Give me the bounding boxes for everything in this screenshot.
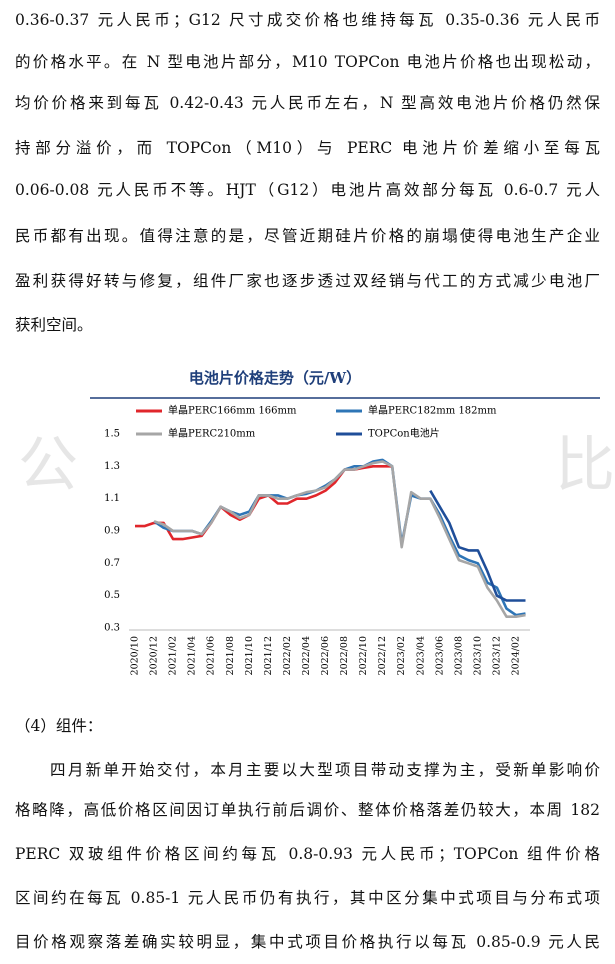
text-line: 均价价格来到每瓦 0.42-0.43 元人民币左右，N 型高效电池片价格仍然保 bbox=[15, 94, 600, 112]
series-line bbox=[429, 489, 526, 602]
x-tick-label: 2023/12 bbox=[491, 636, 502, 675]
x-tick-label: 2022/04 bbox=[301, 636, 312, 675]
text-line: 的价格水平。在 N 型电池片部分，M10 TOPCon 电池片价格也出现松动， bbox=[15, 53, 600, 71]
series-line bbox=[135, 465, 393, 541]
y-tick-label: 1.3 bbox=[104, 461, 120, 472]
y-tick-label: 0.5 bbox=[104, 590, 120, 601]
x-tick-label: 2023/06 bbox=[434, 636, 445, 675]
text-line: 盈利获得好转与修复，组件厂家也逐步透过双经销与代工的方式减少电池厂 bbox=[15, 272, 600, 290]
text-line: （4）组件： bbox=[15, 717, 103, 735]
watermark: 比 bbox=[555, 431, 615, 501]
y-tick-label: 0.3 bbox=[104, 623, 120, 634]
x-tick-label: 2021/04 bbox=[187, 636, 198, 675]
y-tick-label: 0.7 bbox=[104, 558, 120, 569]
x-tick-label: 2022/12 bbox=[377, 636, 388, 675]
y-tick-label: 1.1 bbox=[104, 493, 120, 504]
x-tick-label: 2021/06 bbox=[206, 636, 217, 675]
x-tick-label: 2023/02 bbox=[396, 636, 407, 675]
x-tick-label: 2021/08 bbox=[225, 636, 236, 675]
legend-label: 单晶PERC166mm 166mm bbox=[168, 405, 297, 417]
chart-title: 电池片价格走势（元/W） bbox=[189, 369, 361, 387]
text-line: 格略降，高低价格区间因订单执行前后调价、整体价格落差仍较大，本周 182 bbox=[15, 801, 600, 819]
legend-label: TOPCon电池片 bbox=[368, 427, 440, 440]
series-line bbox=[153, 458, 526, 617]
text-line: 民币都有出现。值得注意的是，尽管近期硅片价格的崩塌使得电池生产企业 bbox=[15, 227, 600, 245]
x-tick-label: 2023/10 bbox=[472, 636, 483, 675]
x-tick-label: 2023/08 bbox=[453, 636, 464, 675]
x-tick-label: 2020/12 bbox=[149, 636, 160, 675]
text-line: 持部分溢价，而 TOPCon（M10）与 PERC 电池片价差缩小至每瓦 bbox=[15, 139, 600, 157]
text-line: PERC 双玻组件价格区间约每瓦 0.8-0.93 元人民币；TOPCon 组件… bbox=[15, 845, 600, 863]
y-tick-label: 1.5 bbox=[104, 429, 120, 440]
text-line: 0.36-0.37 元人民币；G12 尺寸成交价格也维持每瓦 0.35-0.36… bbox=[15, 11, 600, 29]
y-tick-label: 0.9 bbox=[104, 526, 120, 537]
legend-label: 单晶PERC182mm 182mm bbox=[368, 405, 497, 417]
text-line: 0.06-0.08 元人民币不等。HJT（G12）电池片高效部分每瓦 0.6-0… bbox=[15, 181, 600, 199]
legend-label: 单晶PERC210mm bbox=[168, 428, 256, 440]
x-tick-label: 2021/10 bbox=[244, 636, 255, 675]
x-tick-label: 2022/10 bbox=[358, 636, 369, 675]
x-tick-label: 2022/06 bbox=[320, 636, 331, 675]
x-tick-label: 2021/02 bbox=[168, 636, 179, 675]
x-tick-label: 2020/10 bbox=[130, 636, 141, 675]
x-tick-label: 2021/12 bbox=[263, 636, 274, 675]
text-line: 目价格观察落差确实较明显，集中式项目价格执行以每瓦 0.85-0.9 元人民 bbox=[15, 933, 600, 951]
text-line: 获利空间。 bbox=[15, 316, 93, 334]
text-line: 四月新单开始交付，本月主要以大型项目带动支撑为主，受新单影响价 bbox=[50, 761, 600, 779]
text-line: 区间约在每瓦 0.85-1 元人民币仍有执行，其中区分集中式项目与分布式项 bbox=[15, 889, 600, 907]
series-line bbox=[153, 460, 526, 618]
x-tick-label: 2022/02 bbox=[282, 636, 293, 675]
x-tick-label: 2023/04 bbox=[415, 636, 426, 675]
x-tick-label: 2024/02 bbox=[511, 636, 522, 675]
watermark: 公 bbox=[18, 431, 78, 501]
x-tick-label: 2022/08 bbox=[339, 636, 350, 675]
